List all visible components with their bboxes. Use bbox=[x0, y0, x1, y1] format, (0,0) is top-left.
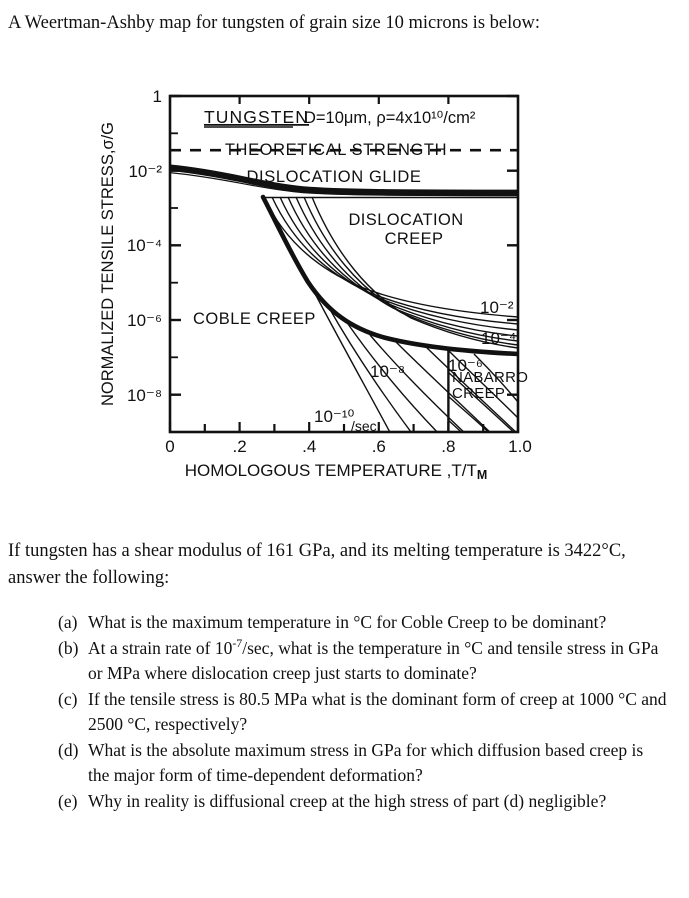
question-label-d: (d) bbox=[58, 739, 79, 760]
question-label-e: (e) bbox=[58, 790, 78, 811]
creep-diffusion-boundary bbox=[260, 194, 518, 357]
strain-rate-label-e10: 10⁻¹⁰ bbox=[314, 407, 355, 426]
theoretical-strength-label: THEORETICAL STRENGTH bbox=[225, 141, 447, 159]
question-label-a: (a) bbox=[58, 612, 78, 632]
question-text-b-post: /sec, what is the temperature in °C and … bbox=[88, 637, 659, 684]
diffusion-contour-6 bbox=[425, 346, 517, 432]
question-item-c: (c) If the tensile stress is 80.5 MPa wh… bbox=[58, 687, 668, 738]
question-text-b-pre: At a strain rate of 10 bbox=[88, 637, 233, 658]
question-text-e: Why in reality is diffusional creep at t… bbox=[88, 790, 607, 811]
glide-creep-boundary-inner bbox=[170, 172, 518, 197]
strain-rate-label-e6: 10⁻⁶ bbox=[448, 356, 483, 375]
weertman-ashby-map: 1 10⁻² 10⁻⁴ 10⁻⁶ 10⁻⁸ 0 .2 .4 .6 .8 1.0 … bbox=[96, 84, 546, 484]
y-axis-ticks bbox=[170, 94, 181, 396]
question-item-a: (a) What is the maximum temperature in °… bbox=[58, 610, 668, 636]
x-axis-ticks-top bbox=[238, 96, 450, 104]
question-text-d: What is the absolute maximum stress in G… bbox=[88, 739, 644, 786]
xtick-label-6: .6 bbox=[372, 437, 386, 456]
y-axis-ticks-right bbox=[507, 94, 518, 396]
question-text-c: If the tensile stress is 80.5 MPa what i… bbox=[88, 688, 667, 735]
xtick-label-0: 0 bbox=[165, 437, 174, 456]
diffusion-contour-2 bbox=[327, 305, 412, 432]
nabarro-contour-4 bbox=[447, 419, 463, 432]
strain-rate-label-e4: 10⁻⁴ bbox=[481, 329, 516, 348]
question-item-b: (b) At a strain rate of 10-7/sec, what i… bbox=[58, 636, 668, 687]
coble-creep-label: COBLE CREEP bbox=[193, 310, 316, 328]
x-axis-ticks bbox=[168, 422, 520, 432]
question-label-c: (c) bbox=[58, 688, 78, 709]
question-text-a: What is the maximum temperature in °C fo… bbox=[88, 612, 607, 632]
nabarro-contour-3 bbox=[447, 395, 490, 432]
question-text-b: At a strain rate of 10-7/sec, what is th… bbox=[88, 636, 668, 687]
diffusion-contour-3 bbox=[347, 323, 439, 432]
ytick-label-0: 1 bbox=[153, 87, 162, 106]
nabarro-contour-5 bbox=[473, 353, 518, 403]
strain-rate-label-e8: 10⁻⁸ bbox=[370, 362, 405, 381]
intro-paragraph: A Weertman-Ashby map for tungsten of gra… bbox=[8, 13, 540, 33]
ytick-label-6: 10⁻⁶ bbox=[127, 311, 162, 330]
x-axis-title: HOMOLOGOUS TEMPERATURE ,T/TM bbox=[185, 461, 488, 482]
question-item-d: (d) What is the absolute maximum stress … bbox=[58, 738, 668, 789]
dislocation-creep-label-2: CREEP bbox=[385, 230, 444, 248]
question-list: (a) What is the maximum temperature in °… bbox=[58, 610, 668, 814]
ytick-label-8: 10⁻⁸ bbox=[127, 386, 162, 405]
question-text-b-exponent: -7 bbox=[232, 635, 243, 650]
ytick-label-2: 10⁻² bbox=[128, 162, 162, 181]
given-data-paragraph: If tungsten has a shear modulus of 161 G… bbox=[8, 541, 626, 588]
xtick-label-10: 1.0 bbox=[508, 437, 532, 456]
xtick-label-4: .4 bbox=[302, 437, 316, 456]
dislocation-creep-label: DISLOCATION bbox=[348, 211, 463, 229]
chart-title-conditions: D=10μm, ρ=4x10¹⁰/cm² bbox=[304, 109, 476, 127]
strain-rate-units: /sec bbox=[351, 418, 377, 434]
nabarro-creep-label: NABARRO bbox=[452, 369, 528, 386]
strain-rate-contour-7 bbox=[311, 196, 518, 349]
question-item-e: (e) Why in reality is diffusional creep … bbox=[58, 789, 668, 815]
chart-title-material: TUNGSTEN bbox=[204, 107, 309, 127]
ytick-label-4: 10⁻⁴ bbox=[127, 236, 162, 255]
xtick-label-2: .2 bbox=[233, 437, 247, 456]
dislocation-glide-label: DISLOCATION GLIDE bbox=[247, 168, 422, 186]
y-axis-title: NORMALIZED TENSILE STRESS,σ/G bbox=[99, 122, 117, 406]
xtick-label-8: .8 bbox=[441, 437, 455, 456]
nabarro-creep-label-2: CREEP bbox=[452, 385, 505, 402]
glide-creep-boundary bbox=[170, 164, 518, 197]
strain-rate-label-e2: 10⁻² bbox=[480, 298, 514, 317]
nabarro-contour-1 bbox=[447, 349, 518, 419]
question-label-b: (b) bbox=[58, 637, 79, 658]
nabarro-contour-2 bbox=[447, 371, 515, 432]
diffusion-contour-4 bbox=[369, 334, 465, 432]
diffusion-contour-1 bbox=[309, 283, 391, 432]
